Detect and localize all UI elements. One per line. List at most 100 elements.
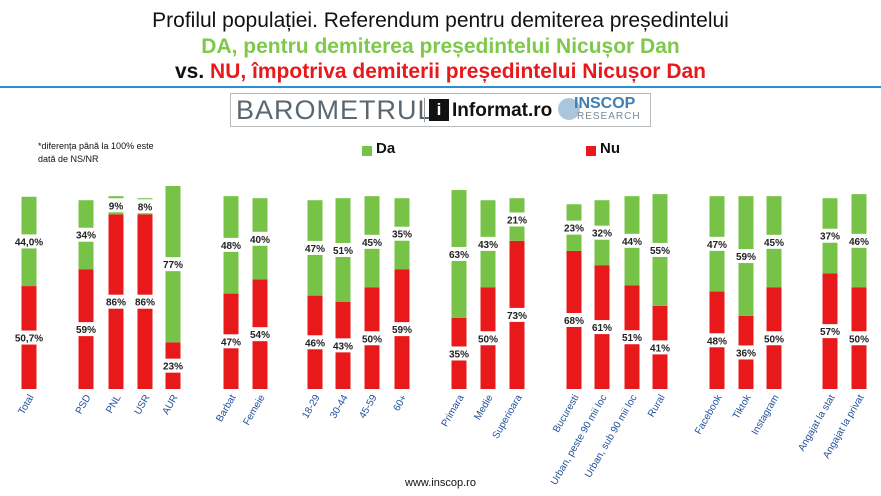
- data-label-nu-group: 54%: [248, 327, 272, 342]
- data-label-nu: 41%: [650, 343, 670, 354]
- data-label-da: 21%: [507, 215, 527, 226]
- data-label-nu: 59%: [76, 325, 96, 336]
- data-label-nu-bg: [705, 333, 729, 348]
- informat-logo-icon: i: [429, 99, 449, 121]
- data-label-nu: 57%: [820, 327, 840, 338]
- data-label-da-bg: [620, 233, 644, 248]
- data-label-nu-bg: [11, 330, 47, 345]
- data-label-nu: 35%: [449, 349, 469, 360]
- data-label-da-group: 40%: [248, 231, 272, 246]
- chart-title: Profilul populației. Referendum pentru d…: [152, 9, 729, 32]
- data-label-nu-group: 50,7%: [11, 330, 47, 345]
- inscop-research-text: RESEARCH: [577, 111, 641, 122]
- data-label-da: 9%: [109, 201, 124, 212]
- data-label-nu: 68%: [564, 316, 584, 327]
- data-label-da-group: 47%: [705, 236, 729, 251]
- data-label-da-group: 45%: [360, 234, 384, 249]
- data-label-da-bg: [590, 225, 614, 240]
- inscop-logo-text: INSCOP: [574, 95, 636, 112]
- data-label-da-bg: [762, 234, 786, 249]
- data-label-nu-bg: [476, 331, 500, 346]
- data-label-nu: 47%: [221, 337, 241, 348]
- data-label-da-group: 77%: [161, 257, 185, 272]
- data-label-da-bg: [360, 234, 384, 249]
- x-tick-label: Superioara: [491, 393, 525, 441]
- data-label-da: 46%: [849, 237, 869, 248]
- data-label-nu: 51%: [622, 333, 642, 344]
- footer-url: www.inscop.ro: [405, 477, 476, 489]
- data-label-da: 45%: [362, 238, 382, 249]
- data-label-da-group: 63%: [447, 247, 471, 262]
- data-label-da: 37%: [820, 232, 840, 243]
- data-label-da-bg: [248, 231, 272, 246]
- data-label-da-bg: [562, 220, 586, 235]
- data-label-nu-bg: [303, 335, 327, 350]
- data-label-nu: 86%: [106, 298, 126, 309]
- data-label-da-group: 44,0%: [11, 234, 47, 249]
- x-tick-label: 18-29: [300, 393, 323, 421]
- data-label-da: 40%: [250, 235, 270, 246]
- x-tick-label: Barbat: [214, 393, 238, 424]
- data-label-nu-bg: [562, 312, 586, 327]
- x-tick-label: Total: [17, 393, 37, 417]
- data-label-nu-bg: [818, 324, 842, 339]
- inscop-logo-icon: [558, 98, 580, 120]
- data-label-nu-bg: [248, 327, 272, 342]
- data-label-nu-bg: [133, 294, 157, 309]
- x-tick-label: 45-59: [357, 393, 380, 421]
- x-tick-label: PSD: [74, 393, 94, 416]
- barometrul-logo-text: BAROMETRUL: [236, 95, 434, 125]
- data-label-nu: 59%: [392, 325, 412, 336]
- data-label-da-bg: [303, 240, 327, 255]
- chart-subtitle-da: DA, pentru demiterea președintelui Nicuș…: [201, 35, 680, 58]
- data-label-da: 23%: [564, 224, 584, 235]
- logo-divider: [424, 98, 425, 122]
- data-label-da-group: 23%: [562, 220, 586, 235]
- data-label-nu-group: 86%: [104, 294, 128, 309]
- data-label-da: 47%: [305, 244, 325, 255]
- data-label-da: 44%: [622, 237, 642, 248]
- data-label-nu-bg: [447, 346, 471, 361]
- data-label-nu-group: 50%: [360, 331, 384, 346]
- data-label-nu-group: 48%: [705, 333, 729, 348]
- data-label-nu-bg: [648, 340, 672, 355]
- data-label-nu-bg: [104, 294, 128, 309]
- data-label-nu: 23%: [163, 362, 183, 373]
- header-divider: [0, 86, 881, 88]
- data-label-da: 45%: [764, 238, 784, 249]
- data-label-da: 55%: [650, 246, 670, 257]
- data-label-nu-group: 46%: [303, 335, 327, 350]
- data-label-nu-bg: [762, 331, 786, 346]
- data-label-nu-group: 51%: [620, 330, 644, 345]
- data-label-da: 44,0%: [15, 237, 43, 248]
- data-label-da-bg: [219, 237, 243, 252]
- legend-da-label: Da: [376, 140, 396, 157]
- data-label-da-group: 45%: [762, 234, 786, 249]
- x-tick-label: Tiktok: [731, 392, 754, 421]
- data-label-da: 32%: [592, 229, 612, 240]
- x-tick-label: Instagram: [750, 393, 782, 437]
- data-label-nu-bg: [590, 320, 614, 335]
- x-tick-label: 30-44: [328, 393, 351, 421]
- legend-da-swatch: [362, 146, 372, 156]
- data-label-nu-group: 23%: [161, 358, 185, 373]
- data-label-nu-bg: [620, 330, 644, 345]
- data-label-da-bg: [847, 233, 871, 248]
- data-label-da-bg: [74, 227, 98, 242]
- data-label-nu-group: 73%: [505, 307, 529, 322]
- data-label-da-group: 48%: [219, 237, 243, 252]
- data-label-da-bg: [107, 198, 125, 213]
- data-label-da-group: 47%: [303, 240, 327, 255]
- data-label-nu: 61%: [592, 323, 612, 334]
- data-label-nu: 50%: [478, 334, 498, 345]
- x-tick-label: PNL: [104, 393, 123, 416]
- data-label-da-group: 44%: [620, 233, 644, 248]
- data-label-da-bg: [11, 234, 47, 249]
- data-label-nu: 50%: [849, 334, 869, 345]
- data-label-nu-group: 68%: [562, 312, 586, 327]
- data-label-nu-group: 50%: [762, 331, 786, 346]
- data-label-nu: 50%: [764, 334, 784, 345]
- vs-label: vs.: [175, 60, 205, 83]
- data-label-da: 63%: [449, 250, 469, 261]
